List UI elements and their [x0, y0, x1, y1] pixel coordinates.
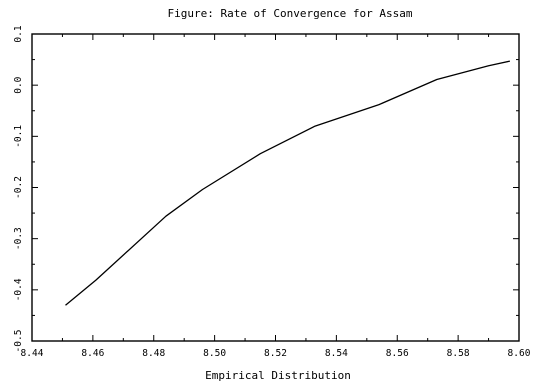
y-tick-label: -0.5 — [13, 330, 24, 353]
y-tick-label: 0.1 — [13, 25, 24, 42]
x-tick-label: 8.48 — [142, 348, 165, 359]
y-tick-label: -0.3 — [13, 227, 24, 250]
x-tick-label: 8.56 — [386, 348, 409, 359]
x-tick-label: 8.52 — [264, 348, 287, 359]
x-tick-label: 8.44 — [21, 348, 44, 359]
axis-ticks — [31, 33, 520, 342]
y-tick-label: -0.4 — [13, 278, 24, 301]
series-line — [65, 60, 511, 306]
chart-title: Figure: Rate of Convergence for Assam — [167, 7, 412, 20]
x-tick-label: 8.50 — [203, 348, 226, 359]
y-axis-tick-labels: -0.5 -0.4 -0.3 -0.2 -0.1 0.0 0.1 — [13, 25, 24, 352]
series-layer — [65, 60, 511, 306]
x-tick-label: 8.60 — [508, 348, 531, 359]
plot-area-frame — [31, 33, 520, 342]
y-tick-label: -0.2 — [13, 176, 24, 199]
x-tick-label: 8.58 — [447, 348, 470, 359]
y-tick-label: -0.1 — [13, 125, 24, 148]
x-tick-label: 8.46 — [81, 348, 104, 359]
x-axis-tick-labels: 8.44 8.46 8.48 8.50 8.52 8.54 8.56 8.58 8.60 — [21, 348, 531, 359]
y-tick-label: 0.0 — [13, 76, 24, 93]
x-tick-label: 8.54 — [325, 348, 348, 359]
x-axis-label: Empirical Distribution — [205, 369, 351, 382]
